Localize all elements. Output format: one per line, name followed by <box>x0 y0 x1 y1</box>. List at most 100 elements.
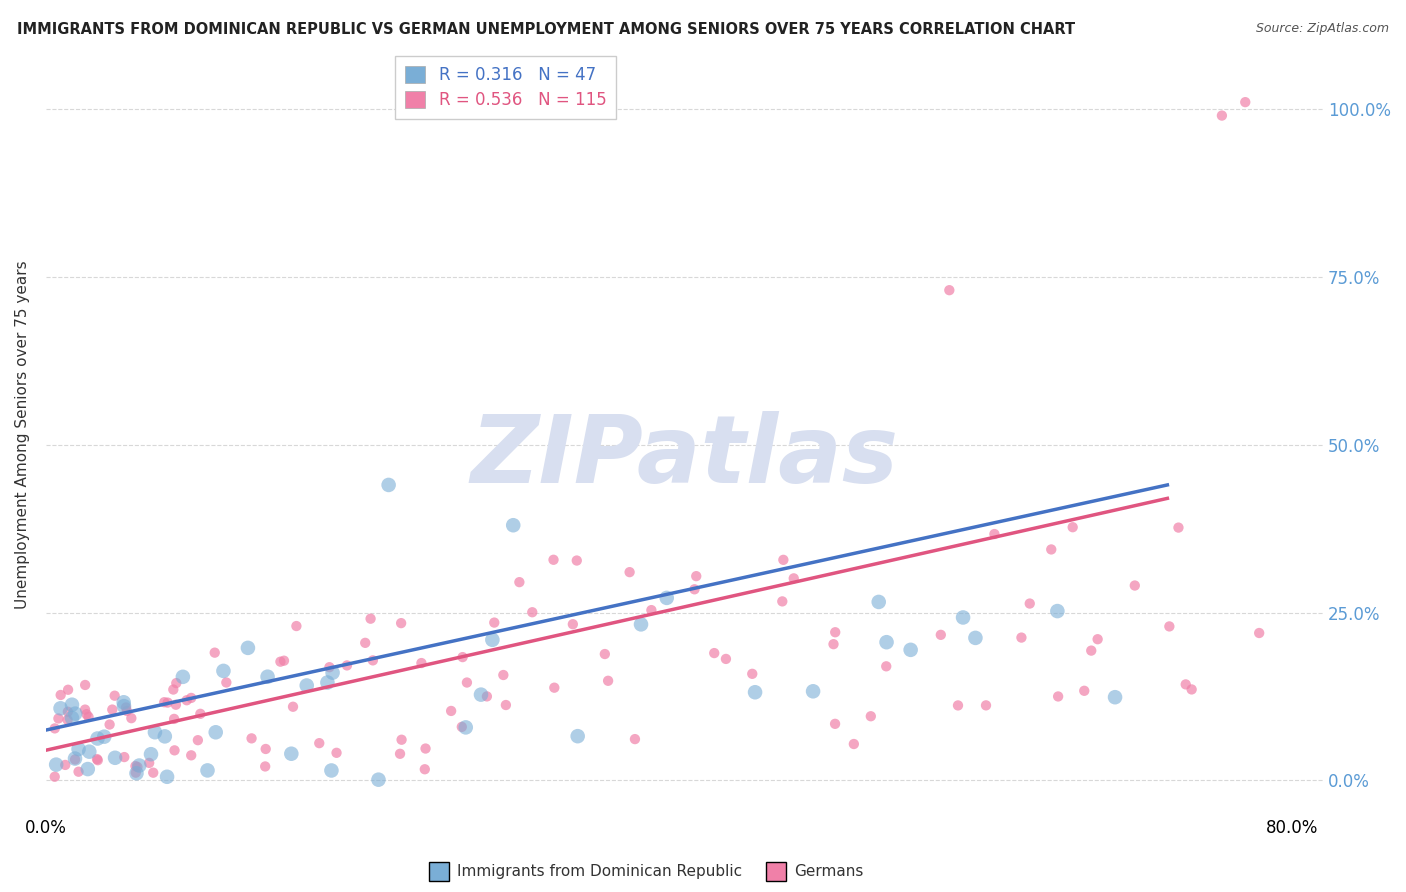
Point <box>411 656 433 670</box>
Point <box>63 752 86 766</box>
Point <box>87 753 110 767</box>
Point <box>156 770 179 784</box>
Point <box>683 582 706 597</box>
Text: Source: ZipAtlas.com: Source: ZipAtlas.com <box>1256 22 1389 36</box>
Point <box>451 650 474 665</box>
Point <box>450 720 472 734</box>
Point <box>389 747 412 761</box>
Point <box>318 660 340 674</box>
Point <box>180 748 202 763</box>
Point <box>1062 520 1084 534</box>
Point <box>624 732 647 747</box>
Text: ZIPatlas: ZIPatlas <box>471 411 898 503</box>
Point <box>56 682 79 697</box>
Point <box>67 764 90 779</box>
Point <box>1211 109 1233 123</box>
Point <box>273 654 295 668</box>
Point <box>1167 520 1189 534</box>
Point <box>138 756 160 770</box>
Point <box>75 703 97 717</box>
Point <box>508 575 530 590</box>
Point <box>128 758 150 772</box>
Point <box>75 678 97 692</box>
Point <box>1249 626 1271 640</box>
Point <box>741 666 763 681</box>
Point <box>440 704 463 718</box>
Point <box>165 676 187 690</box>
Point <box>163 712 186 726</box>
Point <box>502 518 524 533</box>
Point <box>929 628 952 642</box>
Point <box>125 765 148 780</box>
Point <box>176 693 198 707</box>
Point <box>204 646 226 660</box>
Point <box>1073 683 1095 698</box>
Point <box>1010 631 1032 645</box>
Point <box>875 659 897 673</box>
Point <box>325 746 347 760</box>
Point <box>127 760 149 774</box>
Point <box>824 625 846 640</box>
Point <box>415 741 437 756</box>
Point <box>120 711 142 725</box>
Point <box>1087 632 1109 647</box>
Point <box>76 762 98 776</box>
Point <box>115 704 138 718</box>
Point <box>280 747 302 761</box>
Point <box>475 690 498 704</box>
Point <box>598 673 620 688</box>
Point <box>49 688 72 702</box>
Point <box>1159 619 1181 633</box>
Point <box>76 707 98 722</box>
Point <box>1046 604 1069 618</box>
Point <box>361 653 384 667</box>
Point <box>281 699 304 714</box>
Point <box>1174 677 1197 691</box>
Point <box>321 764 343 778</box>
Point <box>295 678 318 692</box>
Point <box>254 742 277 756</box>
Point <box>640 603 662 617</box>
Point <box>630 617 652 632</box>
Point <box>256 670 278 684</box>
Point <box>938 283 960 297</box>
Point <box>593 647 616 661</box>
Point <box>770 594 793 608</box>
Point <box>124 759 146 773</box>
Y-axis label: Unemployment Among Seniors over 75 years: Unemployment Among Seniors over 75 years <box>15 260 30 609</box>
Point <box>413 762 436 776</box>
Point <box>495 698 517 712</box>
Point <box>112 699 135 714</box>
Point <box>212 664 235 678</box>
Point <box>946 698 969 713</box>
Point <box>165 698 187 712</box>
Point <box>142 765 165 780</box>
Point <box>900 643 922 657</box>
Point <box>823 637 845 651</box>
Text: Immigrants from Dominican Republic: Immigrants from Dominican Republic <box>457 864 742 879</box>
Point <box>153 730 176 744</box>
Point <box>188 706 211 721</box>
Point <box>254 759 277 773</box>
Point <box>285 619 308 633</box>
Point <box>492 668 515 682</box>
Point <box>377 478 399 492</box>
Point <box>308 736 330 750</box>
Point <box>101 702 124 716</box>
Point <box>470 688 492 702</box>
Point <box>772 553 794 567</box>
Point <box>983 527 1005 541</box>
Point <box>139 747 162 762</box>
Point <box>60 711 83 725</box>
Point <box>125 766 148 780</box>
Point <box>44 770 66 784</box>
Point <box>63 751 86 765</box>
Point <box>543 681 565 695</box>
Point <box>143 725 166 739</box>
Point <box>115 700 138 714</box>
Point <box>714 652 737 666</box>
Point <box>172 670 194 684</box>
Point <box>1047 690 1070 704</box>
Point <box>974 698 997 713</box>
Point <box>67 742 90 756</box>
